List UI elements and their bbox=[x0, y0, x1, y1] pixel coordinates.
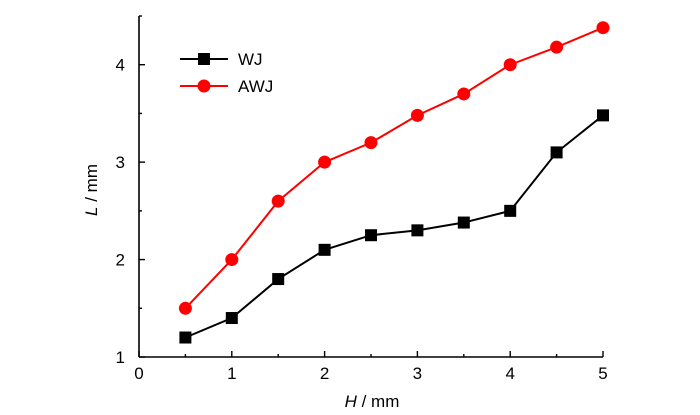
x-axis-title: H / mm bbox=[345, 392, 400, 411]
data-point-awj bbox=[503, 58, 517, 72]
data-point-awj bbox=[318, 155, 332, 169]
data-point-wj bbox=[318, 243, 331, 256]
x-tick-label: 0 bbox=[134, 364, 143, 383]
legend-label: WJ bbox=[238, 50, 263, 69]
x-tick-label: 4 bbox=[505, 364, 514, 383]
data-point-awj bbox=[550, 40, 564, 54]
y-tick-label: 3 bbox=[116, 153, 125, 172]
data-point-wj bbox=[597, 109, 609, 122]
data-point-awj bbox=[364, 136, 378, 150]
series-layer bbox=[178, 21, 610, 344]
series-line-wj bbox=[185, 114, 604, 339]
legend-label: AWJ bbox=[238, 77, 273, 96]
series-line-awj bbox=[184, 26, 604, 309]
y-axis-symbol: L bbox=[82, 207, 101, 216]
data-point-awj bbox=[178, 301, 192, 315]
legend-marker-circle bbox=[197, 79, 211, 93]
y-tick-label: 4 bbox=[116, 56, 125, 75]
legend-item-awj: AWJ bbox=[180, 77, 273, 96]
axes bbox=[138, 16, 603, 358]
y-axis-unit: / mm bbox=[82, 164, 101, 207]
data-point-wj bbox=[272, 273, 285, 286]
x-tick-label: 2 bbox=[320, 364, 329, 383]
x-tick-label: 5 bbox=[598, 364, 607, 383]
data-point-wj bbox=[365, 229, 377, 242]
series-awj bbox=[178, 21, 610, 315]
y-tick-label: 2 bbox=[116, 251, 125, 270]
legend-item-wj: WJ bbox=[180, 50, 263, 69]
data-point-awj bbox=[596, 21, 610, 35]
x-axis-symbol: H bbox=[345, 392, 358, 411]
legend: WJ AWJ bbox=[180, 50, 273, 96]
data-point-wj bbox=[504, 204, 517, 217]
x-tick-label: 3 bbox=[413, 364, 422, 383]
x-axis-unit: / mm bbox=[357, 392, 400, 411]
series-wj bbox=[179, 109, 609, 344]
data-point-wj bbox=[411, 224, 424, 237]
legend-marker-square bbox=[198, 53, 210, 65]
y-tick-label: 1 bbox=[116, 348, 125, 367]
data-point-awj bbox=[225, 253, 239, 267]
data-point-wj bbox=[457, 216, 470, 229]
data-point-wj bbox=[179, 331, 192, 344]
data-point-wj bbox=[550, 146, 563, 159]
data-point-awj bbox=[271, 194, 285, 208]
y-axis-title: L / mm bbox=[82, 164, 101, 216]
x-tick-label: 1 bbox=[227, 364, 236, 383]
data-point-awj bbox=[457, 87, 471, 101]
data-point-wj bbox=[225, 312, 238, 325]
data-point-awj bbox=[410, 108, 424, 122]
